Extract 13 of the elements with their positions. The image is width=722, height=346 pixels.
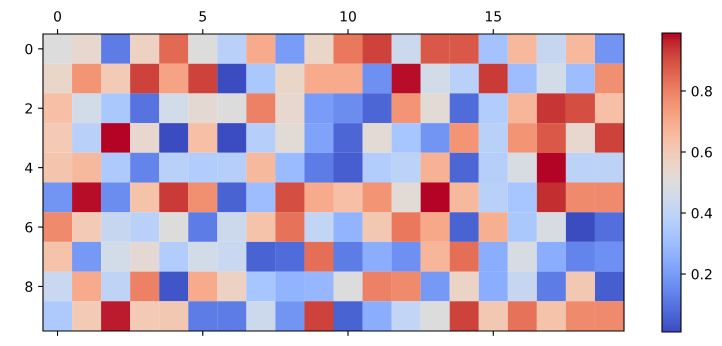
x-tick-label: 5 (199, 11, 206, 22)
x-tick-label: 15 (486, 11, 501, 22)
color-bar-label: 0.4 (692, 208, 712, 218)
y-tick-label: 0 (25, 44, 32, 54)
color-bar-label: 0.8 (692, 86, 712, 96)
y-tick-label: 6 (25, 222, 32, 233)
y-tick-label: 8 (25, 281, 32, 292)
y-tick-label: 4 (25, 162, 32, 173)
color-bar-label: 0.2 (692, 269, 712, 280)
color-bar-label: 0.6 (692, 146, 712, 158)
x-tick-label: 10 (340, 11, 356, 22)
y-tick-label: 2 (25, 103, 32, 114)
x-tick-label: 0 (54, 11, 62, 22)
